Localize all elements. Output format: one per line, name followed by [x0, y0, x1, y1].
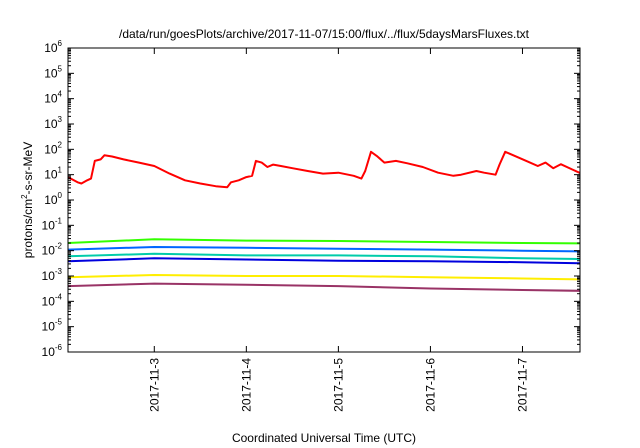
x-tick-label: 2017-11-3	[147, 358, 161, 412]
series-line-7	[68, 282, 580, 292]
x-axis-label: Coordinated Universal Time (UTC)	[232, 431, 416, 445]
series-line-6	[68, 274, 580, 281]
y-tick-label: 10-2	[42, 242, 63, 258]
x-tick-label: 2017-11-5	[331, 358, 345, 412]
y-tick-label: 101	[44, 166, 62, 182]
y-tick-label: 100	[44, 191, 62, 207]
y-tick-label: 103	[44, 115, 62, 131]
series-line-5	[68, 257, 580, 265]
series-line-2	[68, 238, 580, 245]
y-tick-label: 10-3	[42, 267, 63, 283]
y-axis: 10-6 10-5 10-4 10-3 10-2 10-1 100 101 102 103 104 1…	[42, 39, 580, 359]
x-tick-label: 2017-11-7	[515, 358, 529, 412]
series-line-3	[68, 246, 580, 253]
series-line-4	[68, 252, 580, 261]
y-axis-label-sup: 2	[20, 194, 29, 199]
x-tick-label: 2017-11-4	[239, 358, 253, 412]
y-axis-label-suffix: -s-sr-MeV	[21, 142, 35, 195]
plot-series	[68, 150, 580, 292]
y-tick-label: 10-4	[42, 292, 63, 308]
chart-title: /data/run/goesPlots/archive/2017-11-07/1…	[119, 27, 530, 41]
y-axis-label: protons/cm2-s-sr-MeV	[20, 142, 35, 258]
y-tick-label: 10-6	[42, 343, 63, 359]
y-tick-label: 102	[44, 140, 62, 156]
y-tick-label: 10-1	[42, 216, 63, 232]
y-tick-label: 106	[44, 39, 62, 55]
y-axis-label-prefix: protons/cm	[21, 199, 35, 258]
y-tick-label: 104	[44, 90, 62, 106]
series-line-1	[68, 150, 580, 189]
x-tick-label: 2017-11-6	[423, 358, 437, 412]
x-axis: 2017-11-3 2017-11-4 2017-11-5 2017-11-6 2017…	[147, 48, 529, 412]
plot-frame	[67, 47, 581, 353]
y-tick-label: 10-5	[42, 318, 63, 334]
y-tick-label: 105	[44, 64, 62, 80]
